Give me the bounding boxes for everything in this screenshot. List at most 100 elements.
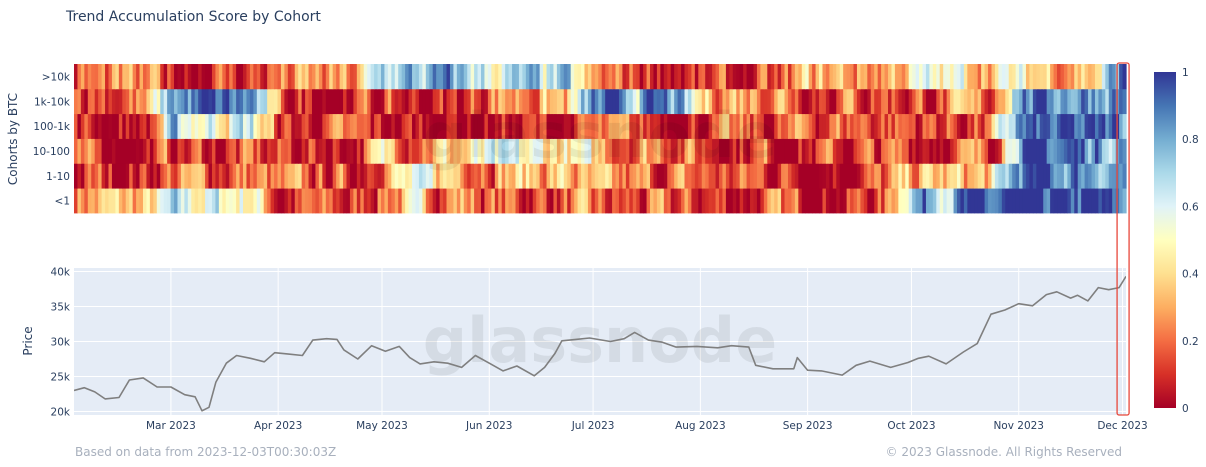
heatmap-cell (443, 88, 448, 115)
heatmap-cell (222, 88, 227, 115)
heatmap-cell (211, 113, 217, 139)
heatmap-cell (436, 64, 441, 90)
heatmap-cell (812, 64, 817, 90)
heatmap-cell (139, 138, 144, 164)
heatmap-cell (636, 188, 641, 214)
heatmap-cell (546, 88, 551, 115)
heatmap-cell (329, 88, 334, 115)
heatmap-cell (305, 88, 310, 115)
heatmap-cell (646, 64, 651, 90)
heatmap-cell (750, 113, 755, 139)
heatmap-cell (743, 163, 748, 189)
heatmap-cell (205, 163, 210, 189)
heatmap-cell (622, 113, 627, 139)
heatmap-cell (1005, 64, 1010, 90)
heatmap-cell (591, 163, 596, 189)
heatmap-cell (746, 113, 751, 139)
heatmap-cell (318, 88, 323, 115)
heatmap-cell (932, 113, 937, 139)
heatmap-cell (487, 113, 492, 139)
heatmap-cell (856, 88, 862, 115)
heatmap-cell (125, 113, 130, 139)
heatmap-cell (449, 163, 455, 189)
heatmap-cell (146, 113, 151, 139)
heatmap-cell (967, 188, 972, 214)
heatmap-cell (236, 188, 241, 214)
heatmap-cell (577, 163, 582, 189)
heatmap-cell (398, 88, 403, 115)
heatmap-cell (805, 64, 810, 90)
heatmap-cell (543, 188, 548, 214)
heatmap-cell (839, 113, 844, 139)
heatmap-cell (211, 138, 217, 164)
heatmap-cell (515, 163, 520, 189)
heatmap-cell (443, 163, 448, 189)
heatmap-cell (929, 64, 934, 90)
heatmap-cell (270, 113, 275, 139)
heatmap-cell (322, 163, 327, 189)
heatmap-cell (391, 64, 396, 90)
heatmap-cell (870, 138, 875, 164)
heatmap-cell (950, 138, 955, 164)
heatmap-cell (915, 163, 920, 189)
heatmap-cell (432, 64, 437, 90)
heatmap-cell (129, 64, 134, 90)
heatmap-cell (1070, 113, 1075, 139)
heatmap-cell (122, 188, 127, 214)
heatmap-cell (581, 113, 586, 139)
heatmap-cell (970, 64, 975, 90)
heatmap-cell (722, 188, 727, 214)
heatmap-cell (294, 88, 299, 115)
heatmap-cell (484, 64, 489, 90)
heatmap-cell (460, 163, 465, 189)
heatmap-cell (256, 64, 261, 90)
heatmap-cell (798, 138, 803, 164)
heatmap-cell (1077, 88, 1082, 115)
heatmap-cell (708, 113, 713, 139)
heatmap-cell (881, 188, 886, 214)
heatmap-cell (860, 88, 865, 115)
heatmap-cell (705, 88, 710, 115)
heatmap-cell (501, 64, 506, 90)
heatmap-cell (405, 113, 410, 139)
heatmap-cell (1022, 163, 1027, 189)
heatmap-cell (301, 138, 306, 164)
heatmap-cell (884, 138, 889, 164)
heatmap-cell (139, 88, 144, 115)
heatmap-cell (915, 113, 920, 139)
heatmap-cell (819, 163, 824, 189)
heatmap-cell (522, 138, 527, 164)
heatmap-cell (798, 113, 803, 139)
heatmap-cell (539, 64, 544, 90)
heatmap-cell (1015, 88, 1020, 115)
heatmap-cell (508, 188, 513, 214)
heatmap-cell (1019, 163, 1024, 189)
heatmap-cell (674, 163, 679, 189)
heatmap-cell (846, 188, 851, 214)
heatmap-cell (608, 188, 613, 214)
heatmap-cell (367, 188, 372, 214)
heatmap-cell (115, 64, 120, 90)
heatmap-cell (850, 163, 855, 189)
heatmap-cell (936, 163, 941, 189)
heatmap-cell (687, 188, 692, 214)
heatmap-cell (853, 64, 858, 90)
heatmap-cell (798, 163, 803, 189)
heatmap-cell (812, 138, 817, 164)
heatmap-cell (581, 163, 586, 189)
heatmap-cell (474, 113, 479, 139)
heatmap-cell (463, 88, 468, 115)
heatmap-cell (687, 163, 692, 189)
heatmap-cell (484, 188, 489, 214)
heatmap-cell (156, 138, 161, 164)
heatmap-cell (1108, 88, 1113, 115)
heatmap-cell (894, 163, 899, 189)
heatmap-cell (380, 64, 386, 90)
heatmap-cell (184, 64, 189, 90)
heatmap-cell (115, 138, 120, 164)
heatmap-cell (508, 64, 513, 90)
heatmap-cell (753, 163, 758, 189)
heatmap-cell (901, 113, 906, 139)
heatmap-cell (974, 138, 979, 164)
heatmap-cell (787, 88, 793, 115)
